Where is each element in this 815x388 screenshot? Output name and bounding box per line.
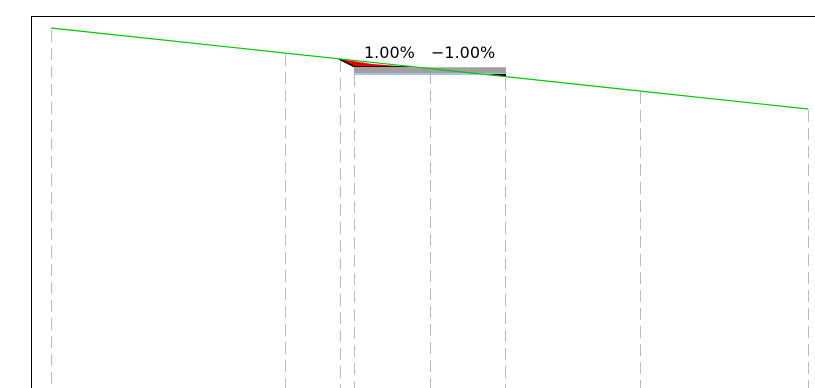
slope-label-right: −1.00% (431, 43, 495, 62)
existing-ground-line (50, 27, 809, 110)
pavement-layer (354, 67, 506, 73)
slope-label-left: 1.00% (364, 43, 415, 62)
cut-fill-area (339, 59, 410, 67)
